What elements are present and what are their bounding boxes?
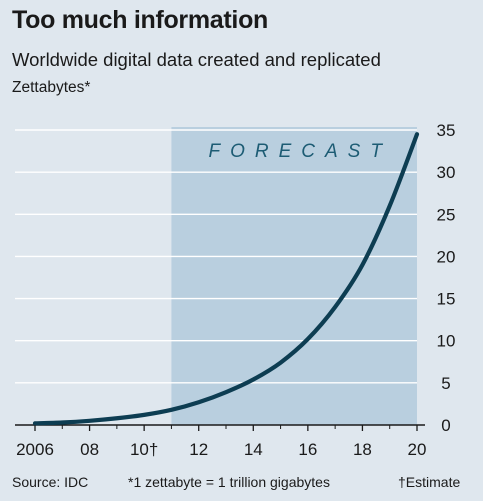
estimate-footnote: †Estimate [398, 474, 461, 490]
chart-subtitle: Worldwide digital data created and repli… [12, 49, 381, 70]
forecast-label: FORECAST [208, 141, 391, 162]
forecast-band [171, 127, 417, 425]
gridlines [15, 129, 417, 384]
y-tick-label: 0 [441, 416, 450, 435]
x-tick-label: 10† [130, 440, 158, 459]
x-tick-label: 08 [80, 440, 99, 459]
y-tick-label: 30 [437, 163, 456, 182]
unit-label: Zettabytes* [12, 79, 91, 96]
y-tick-label: 25 [437, 205, 456, 224]
y-tick-label: 20 [437, 247, 456, 266]
x-tick-label: 14 [244, 440, 263, 459]
axes: 0 5 10 15 20 25 30 35 2006 08 10† 12 14 16 18 20 [15, 121, 455, 459]
y-tick-label: 35 [437, 121, 456, 140]
source-note: Source: IDC [12, 474, 89, 490]
x-tick-label: 2006 [16, 440, 54, 459]
y-tick-label: 5 [441, 374, 450, 393]
x-tick-label: 18 [353, 440, 372, 459]
y-tick-label: 15 [437, 290, 456, 309]
unit-footnote: *1 zettabyte = 1 trillion gigabytes [128, 474, 330, 490]
forecast-region: FORECAST [171, 127, 417, 425]
chart-title: Too much information [12, 6, 269, 34]
x-tick-label: 12 [189, 440, 208, 459]
y-tick-label: 10 [437, 332, 456, 351]
series-layer [32, 132, 420, 426]
series-line-0 [32, 132, 420, 426]
x-tick-label: 20 [408, 440, 427, 459]
x-tick-label: 16 [298, 440, 317, 459]
